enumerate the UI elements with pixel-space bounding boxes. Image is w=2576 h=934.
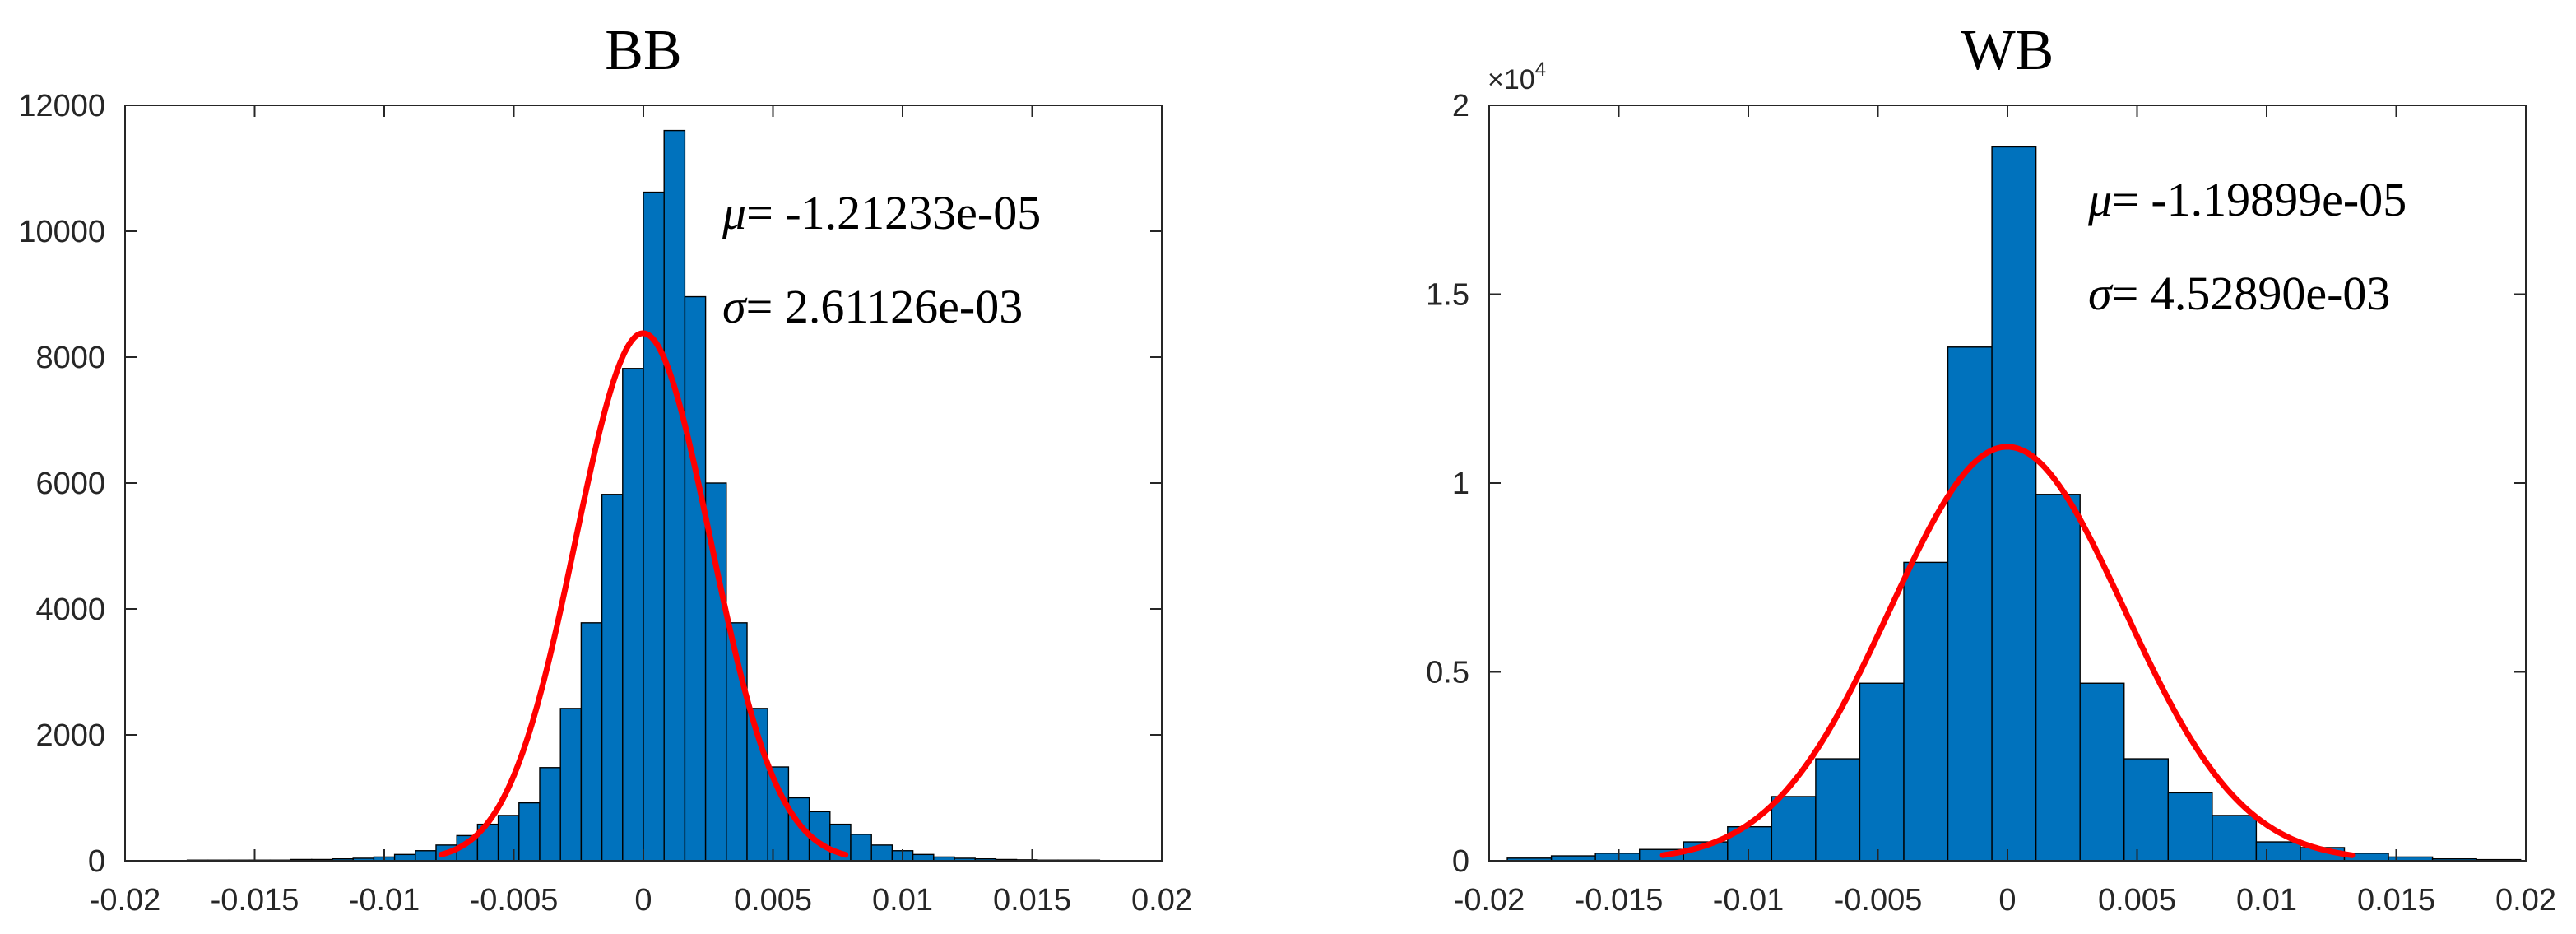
histogram-bar (663, 129, 686, 862)
histogram-bar (2167, 792, 2213, 862)
chart-title: WB (1961, 19, 2054, 82)
x-tick-label: -0.005 (470, 883, 559, 918)
sigma-annotation: σ= 4.52890e-03 (2088, 267, 2390, 320)
histogram-bar (2035, 494, 2081, 862)
x-tick-label: -0.01 (349, 883, 420, 918)
histogram-bar (1947, 346, 1993, 862)
sigma-symbol: σ (722, 280, 748, 333)
histogram-bars (186, 129, 1101, 862)
y-tick-label: 0 (1452, 844, 1469, 879)
histogram-bar (870, 844, 893, 862)
x-tick-label: 0.005 (734, 883, 812, 918)
mu-symbol: μ (722, 186, 746, 239)
x-tick-label: 0 (1998, 883, 2016, 918)
histogram-bar (415, 850, 437, 862)
x-tick-label: -0.015 (1575, 883, 1664, 918)
x-tick-label: 0.015 (993, 883, 1071, 918)
mu-value: = -1.21233e-05 (746, 186, 1041, 239)
x-tick-label: -0.015 (211, 883, 299, 918)
histogram-bar (1594, 853, 1641, 862)
x-tick-label: 0.02 (2495, 883, 2556, 918)
y-tick-label: 12000 (18, 89, 105, 123)
histogram-bar (1771, 796, 1817, 862)
y-axis-multiplier-exponent: 4 (1535, 58, 1546, 81)
y-tick-label: 2 (1452, 89, 1469, 123)
x-tick-label: 0 (634, 883, 652, 918)
sigma-value: = 2.61126e-03 (746, 280, 1023, 333)
y-axis-multiplier-base: ×10 (1488, 64, 1535, 95)
y-tick-label: 4000 (35, 592, 105, 627)
histogram-bar (580, 622, 603, 862)
y-tick-label: 1 (1452, 467, 1469, 501)
normal-fit-curve (1659, 444, 2356, 858)
sigma-value: = 4.52890e-03 (2112, 267, 2391, 320)
histogram-bar (1903, 561, 1949, 862)
x-tick-label: -0.01 (1713, 883, 1785, 918)
x-tick-label: -0.02 (90, 883, 161, 918)
y-tick-label: 6000 (35, 467, 105, 501)
histogram-bar (1815, 758, 1861, 862)
y-axis-multiplier: ×104 (1488, 58, 1546, 95)
histogram-bar (767, 766, 790, 862)
y-axis: 0 0.5 1 1.5 2 (1426, 89, 2526, 879)
histogram-bar (684, 295, 707, 862)
x-tick-label: 0.015 (2357, 883, 2435, 918)
histogram-bar (1859, 682, 1905, 862)
y-tick-label: 1.5 (1426, 278, 1469, 313)
histogram-bar (2079, 682, 2125, 862)
x-tick-label: -0.02 (1454, 883, 1525, 918)
histogram-bar (539, 767, 561, 862)
y-tick-label: 10000 (18, 215, 105, 249)
histogram-bar (912, 853, 935, 862)
histogram-bar (2255, 841, 2301, 862)
chart-wb-panel: -0.02 -0.015 -0.01 -0.005 0 0.005 0.01 0.015 0.0… (1426, 19, 2556, 918)
histogram-bar (559, 708, 583, 862)
mu-annotation: μ= -1.21233e-05 (722, 186, 1041, 239)
histogram-bar (622, 368, 644, 862)
x-tick-label: 0.02 (1131, 883, 1192, 918)
mu-value: = -1.19899e-05 (2112, 173, 2407, 226)
y-tick-label: 8000 (35, 341, 105, 375)
x-tick-label: 0.01 (872, 883, 933, 918)
sigma-annotation: σ= 2.61126e-03 (722, 280, 1023, 333)
histogram-bar (1991, 146, 2037, 862)
sigma-symbol: σ (2088, 267, 2114, 320)
histogram-bar (518, 802, 541, 862)
y-axis: 0 2000 4000 6000 8000 10000 12000 (18, 89, 1162, 879)
histogram-bar (643, 191, 665, 862)
y-tick-label: 2000 (35, 718, 105, 753)
x-tick-label: 0.005 (2098, 883, 2176, 918)
chart-bb-panel: -0.02 -0.015 -0.01 -0.005 0 0.005 0.01 0.015 0.0… (18, 19, 1192, 918)
x-tick-label: -0.005 (1834, 883, 1923, 918)
normal-fit-curve (438, 330, 849, 858)
histogram-bar (2212, 815, 2258, 862)
histogram-bar (393, 853, 416, 862)
histogram-bar (601, 494, 624, 862)
histogram-bar (850, 834, 872, 862)
chart-title: BB (605, 19, 681, 82)
mu-annotation: μ= -1.19899e-05 (2087, 173, 2407, 226)
x-tick-label: 0.01 (2236, 883, 2297, 918)
histogram-bar (497, 815, 520, 862)
mu-symbol: μ (2087, 173, 2112, 226)
histogram-bar (2123, 758, 2169, 862)
y-tick-label: 0.5 (1426, 656, 1469, 690)
x-axis: -0.02 -0.015 -0.01 -0.005 0 0.005 0.01 0.015 0.0… (1454, 105, 2556, 918)
x-axis: -0.02 -0.015 -0.01 -0.005 0 0.005 0.01 0.015 0.0… (90, 105, 1192, 918)
histogram-bars (1506, 146, 2522, 862)
y-tick-label: 0 (88, 844, 105, 879)
